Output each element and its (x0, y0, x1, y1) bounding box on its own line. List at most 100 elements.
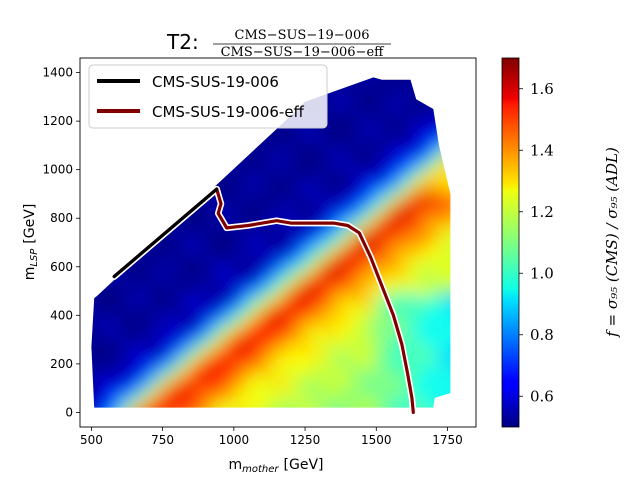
heatmap-cell (82, 132, 89, 139)
heatmap-cell (202, 222, 209, 229)
heatmap-cell (436, 150, 443, 157)
heatmap-cell (454, 228, 461, 235)
heatmap-cell (82, 150, 89, 157)
heatmap-cell (208, 246, 215, 253)
heatmap-cell (232, 372, 239, 379)
heatmap-cell (154, 348, 161, 355)
heatmap-cell (196, 252, 203, 259)
heatmap-cell (382, 408, 389, 415)
heatmap-cell (382, 192, 389, 199)
heatmap-cell (106, 216, 113, 223)
heatmap-cell (196, 420, 203, 427)
heatmap-cell (202, 138, 209, 145)
heatmap-cell (94, 132, 101, 139)
heatmap-cell (82, 312, 89, 319)
heatmap-cell (202, 324, 209, 331)
heatmap-cell (394, 144, 401, 151)
heatmap-cell (364, 408, 371, 415)
heatmap-cell (376, 300, 383, 307)
heatmap-cell (220, 174, 227, 181)
heatmap-cell (226, 150, 233, 157)
heatmap-cell (436, 408, 443, 415)
heatmap-cell (418, 432, 425, 439)
heatmap-cell (388, 156, 395, 163)
heatmap-cell (160, 324, 167, 331)
heatmap-cell (454, 354, 461, 361)
heatmap-cell (364, 204, 371, 211)
heatmap-cell (412, 132, 419, 139)
heatmap-cell (484, 240, 491, 247)
heatmap-cell (268, 258, 275, 265)
heatmap-cell (424, 132, 431, 139)
heatmap-cell (154, 258, 161, 265)
heatmap-cell (322, 180, 329, 187)
heatmap-cell (352, 216, 359, 223)
heatmap-cell (280, 318, 287, 325)
heatmap-cell (142, 324, 149, 331)
heatmap-cell (472, 72, 479, 79)
heatmap-cell (370, 96, 377, 103)
heatmap-cell (358, 408, 365, 415)
heatmap-cell (412, 216, 419, 223)
heatmap-cell (130, 246, 137, 253)
heatmap-cell (94, 216, 101, 223)
heatmap-cell (112, 210, 119, 217)
heatmap-cell (424, 114, 431, 121)
heatmap-cell (382, 270, 389, 277)
heatmap-cell (136, 132, 143, 139)
heatmap-cell (334, 77, 341, 79)
heatmap-cell (352, 210, 359, 217)
heatmap-cell (340, 312, 347, 319)
heatmap-cell (448, 96, 451, 103)
heatmap-cell (376, 234, 383, 241)
heatmap-cell (400, 300, 407, 307)
heatmap-cell (250, 300, 257, 307)
heatmap-cell (394, 222, 401, 229)
heatmap-cell (310, 144, 317, 151)
heatmap-cell (310, 348, 317, 355)
heatmap-cell (274, 204, 281, 211)
heatmap-cell (352, 306, 359, 313)
heatmap-cell (328, 120, 335, 127)
heatmap-cell (340, 378, 347, 385)
heatmap-cell (160, 288, 167, 295)
heatmap-cell (298, 264, 305, 271)
heatmap-cell (394, 168, 401, 175)
heatmap-cell (382, 132, 389, 139)
heatmap-cell (274, 252, 281, 259)
heatmap-cell (76, 402, 83, 409)
heatmap-cell (244, 252, 251, 259)
heatmap-cell (310, 300, 317, 307)
heatmap-cell (370, 402, 377, 408)
heatmap-cell (454, 60, 461, 67)
heatmap-cell (364, 216, 371, 223)
heatmap-cell (184, 156, 191, 163)
heatmap-cell (310, 234, 317, 241)
heatmap-cell (100, 210, 107, 217)
heatmap-cell (190, 216, 197, 223)
heatmap-cell (112, 54, 119, 61)
heatmap-cell (82, 114, 89, 121)
heatmap-cell (370, 270, 377, 277)
heatmap-cell (400, 180, 407, 187)
heatmap-cell (370, 420, 377, 427)
heatmap-cell (448, 408, 455, 415)
heatmap-cell (190, 366, 197, 373)
heatmap-cell (292, 300, 299, 307)
heatmap-cell (418, 348, 425, 355)
heatmap-cell (466, 300, 473, 307)
heatmap-cell (190, 222, 197, 229)
heatmap-cell (100, 384, 107, 391)
heatmap-cell (442, 366, 449, 373)
heatmap-cell (91, 222, 95, 229)
heatmap-cell (268, 432, 275, 439)
heatmap-cell (166, 372, 173, 379)
heatmap-cell (208, 174, 215, 181)
heatmap-cell (370, 342, 377, 349)
heatmap-cell (418, 156, 425, 163)
heatmap-cell (412, 390, 419, 397)
heatmap-cell (406, 102, 413, 109)
heatmap-cell (382, 360, 389, 367)
heatmap-cell (424, 180, 431, 187)
heatmap-cell (334, 96, 341, 103)
